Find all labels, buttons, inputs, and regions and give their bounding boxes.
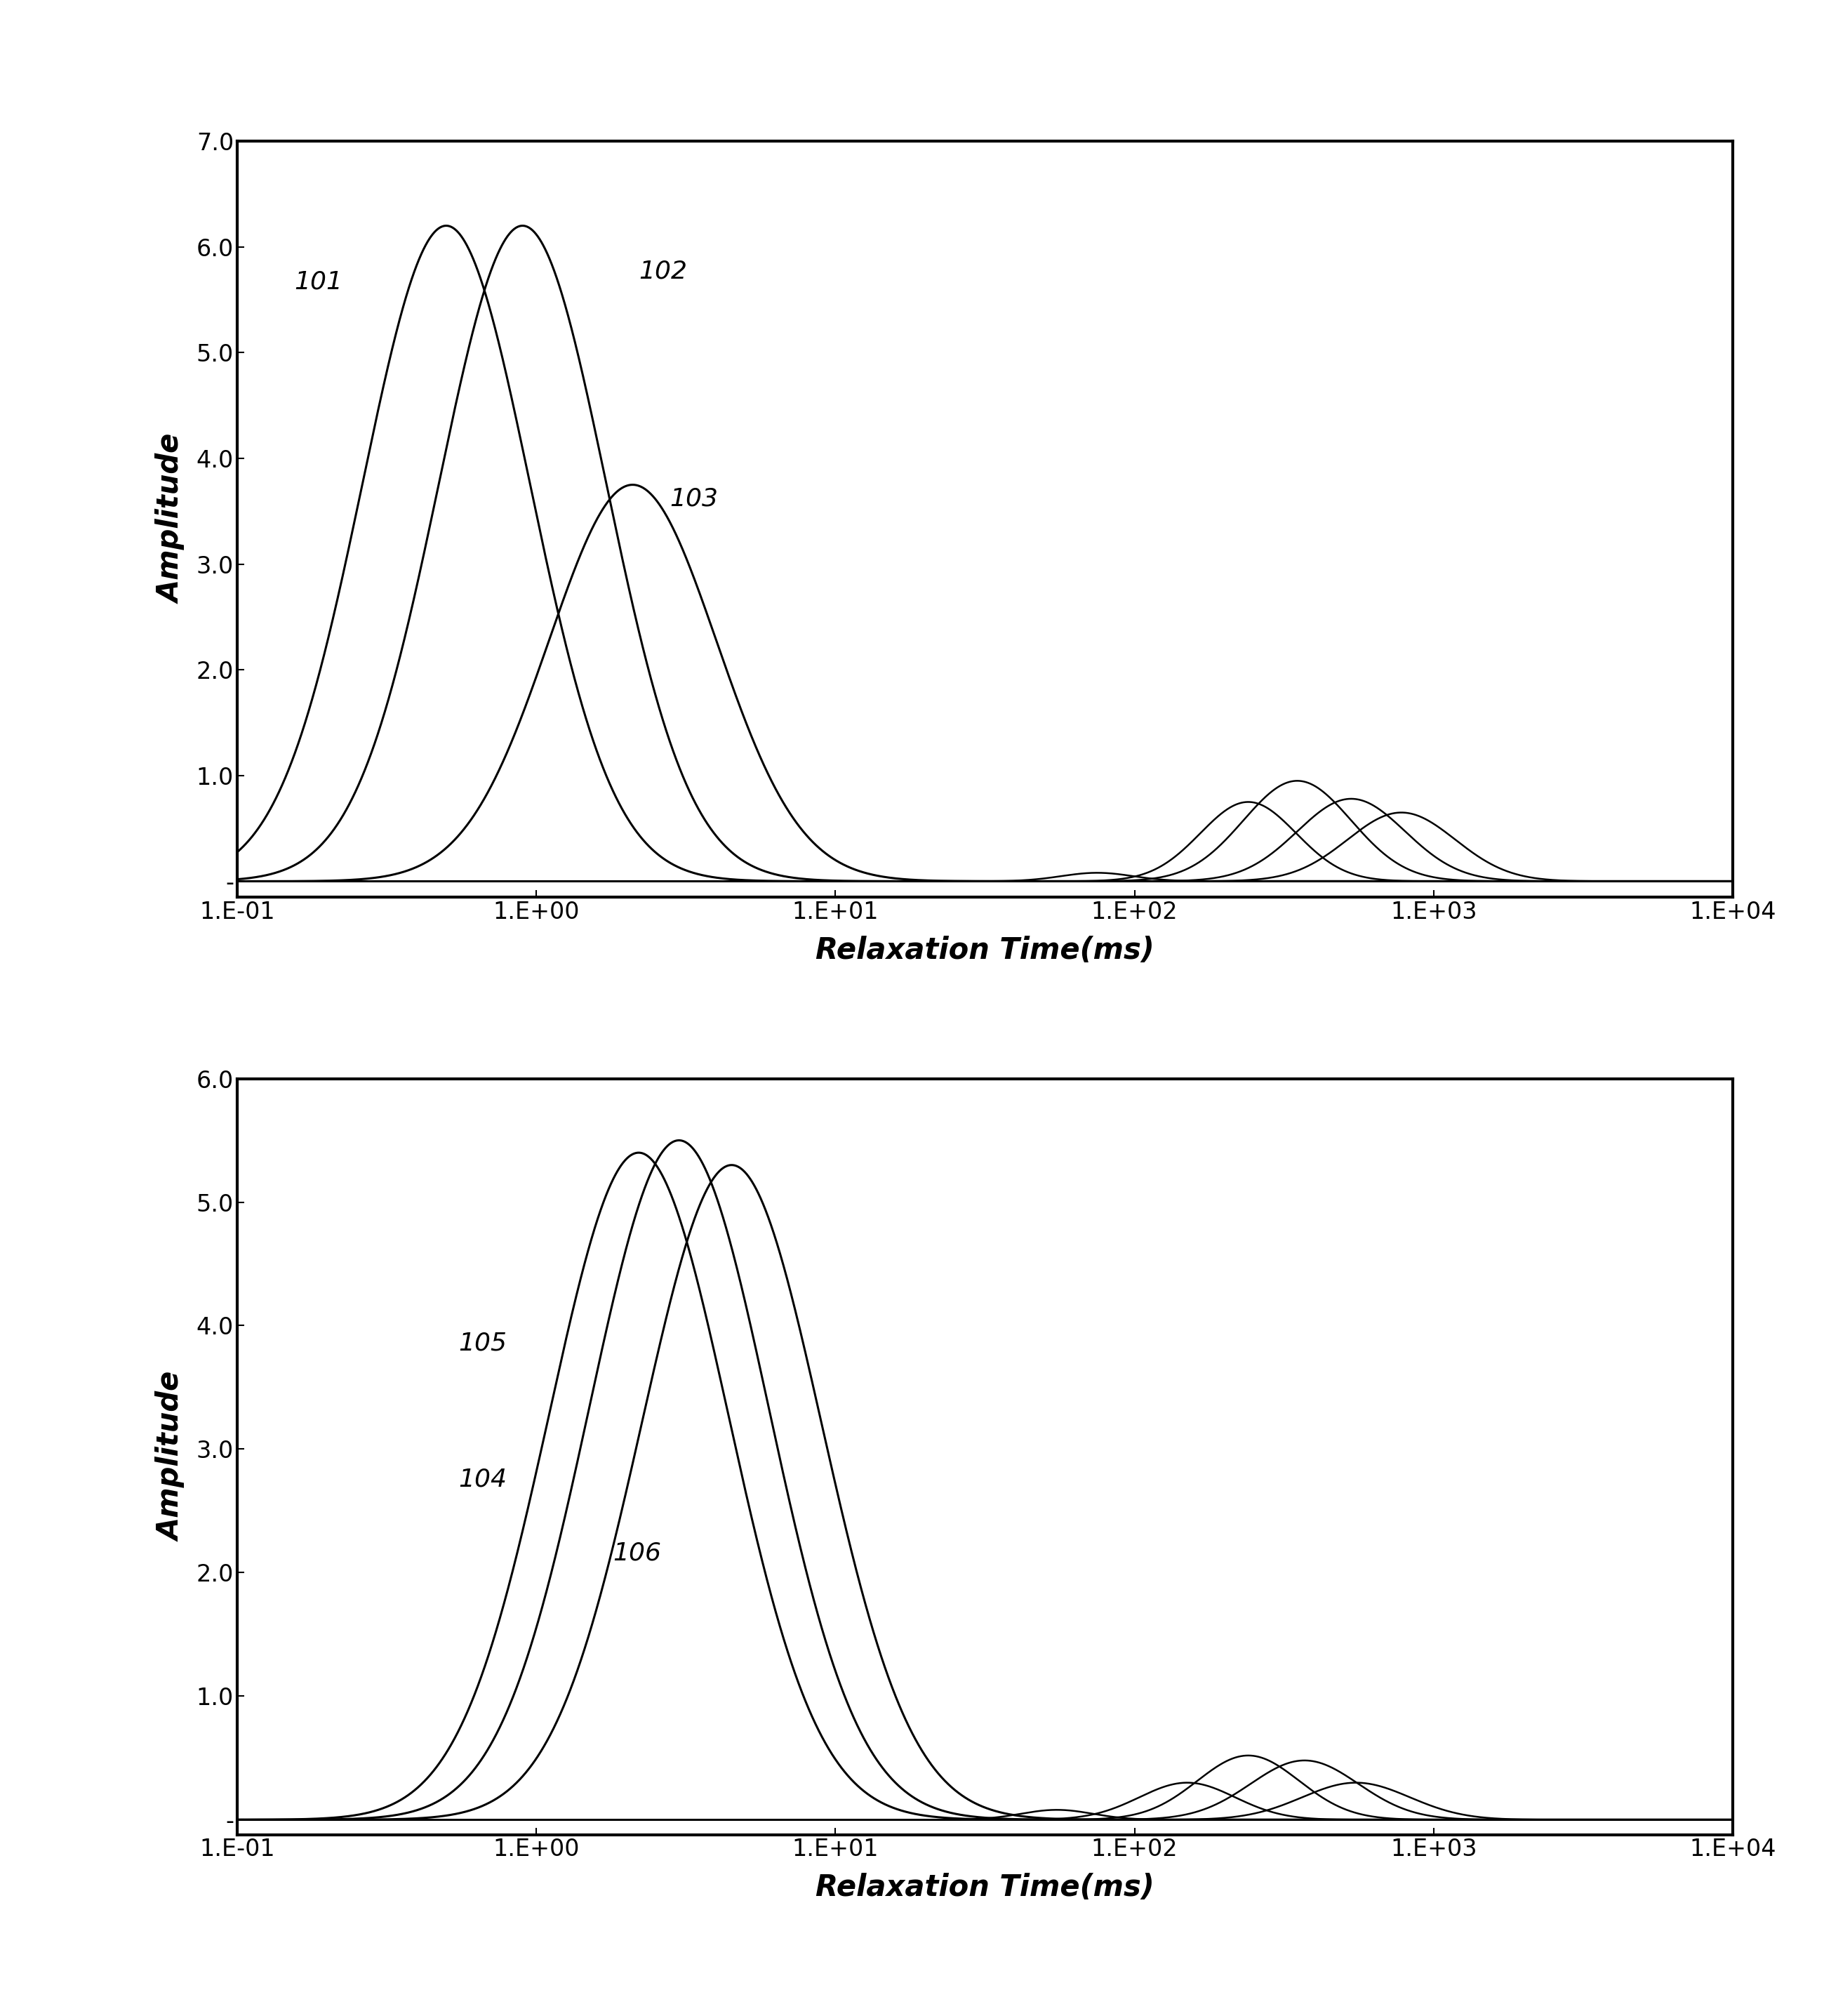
Text: 104: 104 — [458, 1468, 507, 1492]
Text: 106: 106 — [613, 1542, 660, 1564]
X-axis label: Relaxation Time(ms): Relaxation Time(ms) — [815, 1873, 1155, 1903]
Text: 103: 103 — [669, 488, 719, 510]
Y-axis label: Amplitude: Amplitude — [157, 433, 186, 605]
Text: FIG. 1A: FIG. 1A — [917, 1109, 1052, 1141]
Y-axis label: Amplitude: Amplitude — [157, 1371, 186, 1542]
Text: 102: 102 — [638, 260, 688, 284]
Text: 101: 101 — [294, 270, 343, 294]
Text: 105: 105 — [458, 1331, 507, 1355]
X-axis label: Relaxation Time(ms): Relaxation Time(ms) — [815, 935, 1155, 966]
